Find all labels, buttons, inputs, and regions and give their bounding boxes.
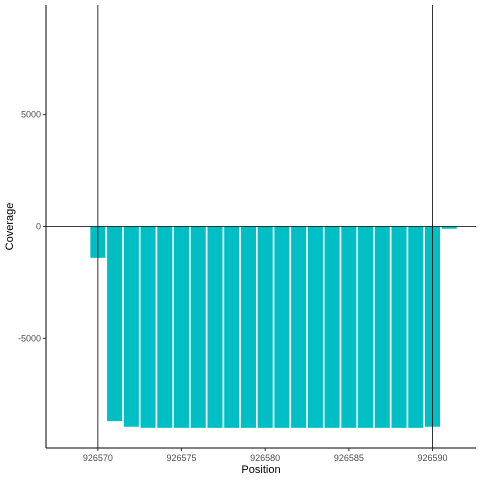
bar — [207, 226, 223, 428]
bar — [123, 226, 139, 427]
bar — [224, 226, 240, 428]
x-ticks: 926570 926575 926580 926585 926590 — [83, 448, 448, 463]
bar — [190, 226, 206, 428]
bar — [274, 226, 290, 428]
y-axis-title: Coverage — [4, 203, 16, 251]
bar — [291, 226, 307, 428]
bar — [107, 226, 123, 422]
bar — [341, 226, 357, 428]
x-tick-label: 926585 — [334, 453, 364, 463]
bar — [173, 226, 190, 428]
y-tick-label: 0 — [36, 222, 41, 232]
x-tick-label: 926580 — [250, 453, 280, 463]
bar — [140, 226, 156, 428]
bar — [257, 226, 273, 428]
y-ticks: -5000 0 5000 — [18, 110, 46, 343]
bar — [374, 226, 390, 428]
bars-layer — [90, 226, 457, 428]
y-tick-label: -5000 — [18, 333, 41, 343]
bar — [324, 226, 340, 428]
x-axis-title: Position — [241, 464, 280, 476]
bar — [441, 226, 457, 229]
bar — [358, 226, 374, 428]
bar — [307, 226, 323, 428]
bar — [391, 226, 407, 428]
reference-lines — [46, 5, 476, 448]
y-tick-label: 5000 — [21, 110, 41, 120]
x-tick-label: 926570 — [83, 453, 113, 463]
bar — [240, 226, 256, 428]
x-tick-label: 926575 — [167, 453, 197, 463]
bar — [408, 226, 424, 428]
x-tick-label: 926590 — [417, 453, 447, 463]
bar — [157, 226, 173, 428]
